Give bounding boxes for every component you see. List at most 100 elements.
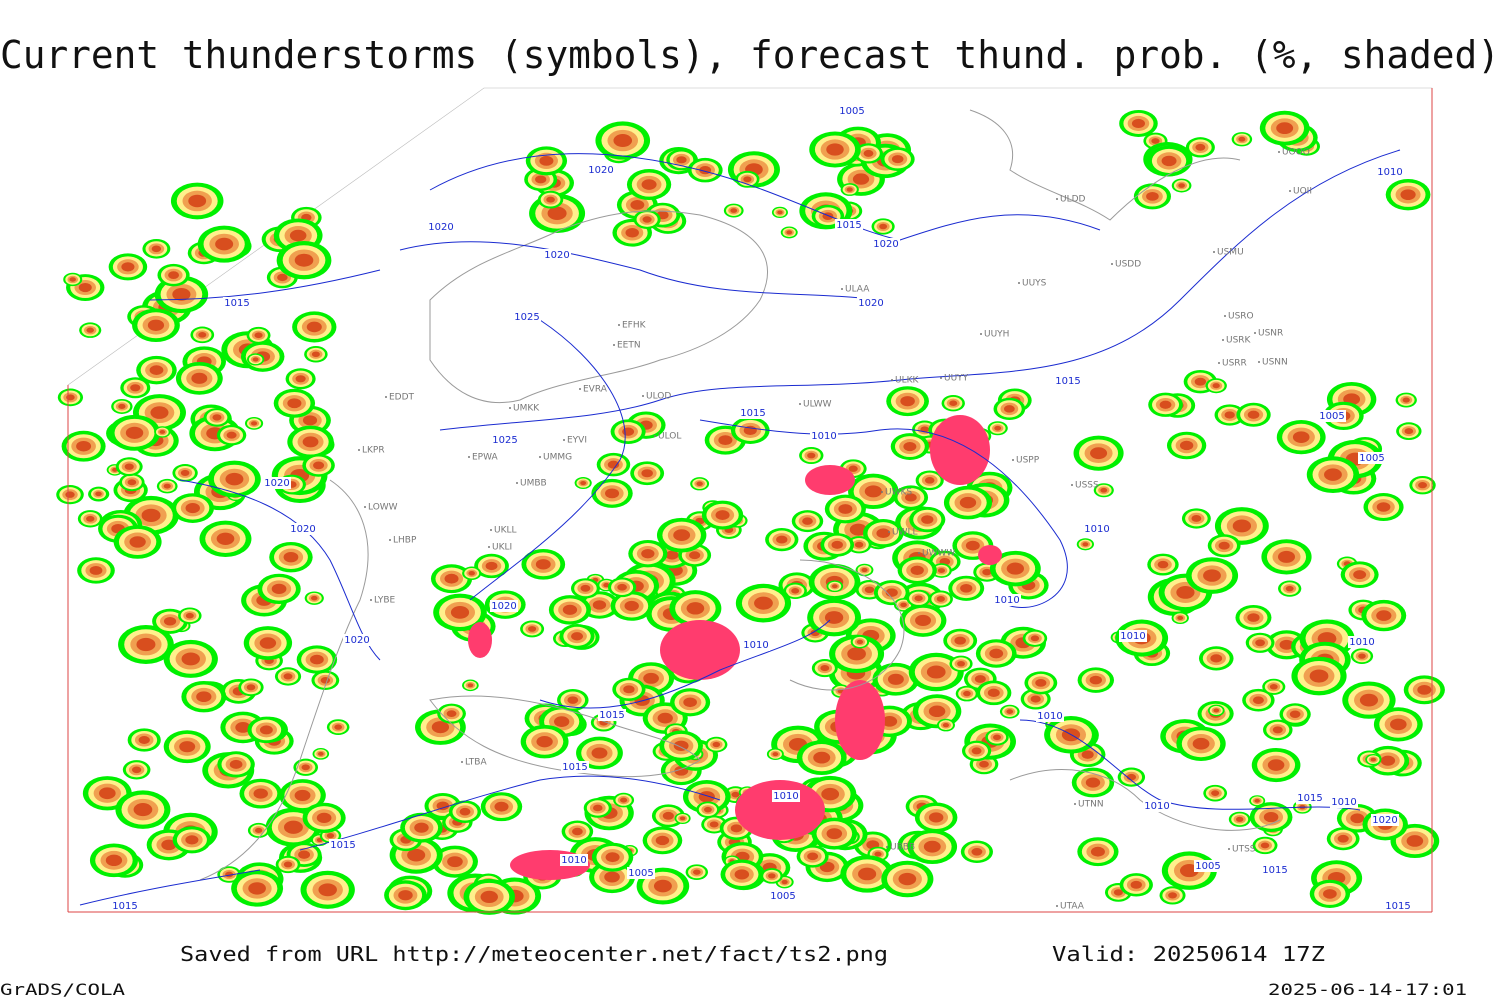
shade-blob	[854, 541, 864, 548]
isobar-label-box	[598, 709, 626, 721]
shade-blob	[1151, 138, 1160, 144]
isobar	[79, 869, 261, 906]
shade-blob	[1146, 191, 1159, 201]
station-dot	[1056, 198, 1058, 200]
isobars	[79, 149, 1401, 906]
shade-blob	[253, 788, 268, 799]
shade-blob	[580, 584, 591, 592]
station-dot	[881, 491, 883, 493]
station-dot	[1071, 484, 1073, 486]
isobar-label: 1020	[264, 478, 289, 489]
shade-blob	[1267, 759, 1285, 771]
shade-blob	[826, 828, 843, 840]
isobar-label: 1010	[811, 431, 836, 442]
shade-blob	[923, 840, 941, 853]
shade-blob	[673, 529, 691, 542]
shade-blob	[86, 515, 95, 522]
station-label: UUYY	[944, 374, 969, 384]
isobar-label: 1010	[561, 855, 586, 866]
shade-blob	[259, 637, 277, 649]
isobar-label-box	[769, 890, 797, 902]
shade-blob	[768, 873, 776, 879]
station-label: ULDD	[1060, 195, 1086, 205]
shade-blob	[653, 879, 672, 893]
station-label: EFHK	[622, 321, 647, 331]
isobar-label: 1010	[1084, 524, 1109, 535]
shade-blob	[225, 472, 244, 486]
station-dot	[1218, 362, 1220, 364]
shade-blob	[316, 812, 332, 824]
shade-blob	[730, 208, 738, 213]
isobar	[299, 775, 721, 851]
isobar-label: 1005	[770, 891, 795, 902]
shade-blob	[252, 357, 259, 362]
station-dot	[1254, 332, 1256, 334]
shade-blob	[1309, 669, 1329, 683]
shade-blob	[605, 852, 620, 863]
shade-blob	[1238, 136, 1246, 142]
shade-blob	[959, 496, 977, 509]
shade-blob	[1006, 709, 1014, 714]
shade-blob	[553, 716, 570, 728]
station-dot	[980, 333, 982, 335]
station-label: UBBB	[890, 843, 915, 853]
station-dot	[370, 599, 372, 601]
shade-blob	[607, 460, 620, 469]
shade-blob	[86, 327, 94, 333]
isobar-label-box	[223, 297, 251, 309]
shade-blob	[712, 741, 721, 748]
isobar-label: 1015	[330, 840, 355, 851]
shade-blob	[138, 736, 150, 744]
shade-blob	[655, 835, 670, 846]
shade-blob	[1277, 550, 1296, 563]
shade-blob	[535, 559, 551, 570]
storm-area	[835, 680, 885, 760]
isobar-label: 1015	[1297, 793, 1322, 804]
shade-blob	[1406, 835, 1424, 847]
shade-blob	[129, 536, 146, 548]
shade-blob	[459, 807, 471, 816]
shade-blob	[856, 639, 864, 645]
shade-blob	[928, 812, 944, 823]
isobar-label: 1005	[1359, 453, 1384, 464]
shade-blob	[1211, 790, 1220, 796]
station-label: UTNN	[1078, 800, 1104, 810]
shade-blob	[613, 134, 633, 148]
isobar-label-box	[427, 221, 455, 233]
shade-blob	[334, 724, 343, 730]
isobar-label: 1005	[1195, 861, 1220, 872]
shade-blob	[849, 523, 868, 536]
isobar-label: 1015	[224, 298, 249, 309]
station-dot	[1222, 339, 1224, 341]
shade-blob	[910, 565, 924, 575]
shade-blob	[689, 551, 701, 560]
shade-blob	[1210, 654, 1223, 663]
isobar-label-box	[872, 238, 900, 250]
shade-blob	[562, 604, 578, 615]
isobar-label: 1020	[1372, 815, 1397, 826]
shade-blob	[89, 565, 103, 575]
shade-blob	[592, 804, 603, 812]
station-dot	[468, 456, 470, 458]
station-label: USNN	[1262, 358, 1288, 368]
shade-blob	[965, 540, 980, 551]
shade-blob	[826, 143, 844, 156]
isobar-label-box	[1384, 900, 1412, 912]
source-url: Saved from URL http://meteocenter.net/fa…	[180, 942, 888, 966]
shade-blob	[185, 612, 194, 619]
station-label: ULKK	[895, 376, 920, 386]
shade-blob	[1353, 570, 1367, 580]
station-label: UUYH	[984, 330, 1009, 340]
shade-blob	[915, 614, 931, 627]
shade-blob	[121, 262, 135, 272]
station-label: UWWW	[922, 549, 955, 559]
shade-blob	[924, 476, 935, 484]
station-label: EPWA	[472, 453, 499, 463]
shade-blob	[1130, 880, 1142, 889]
station-dot	[385, 396, 387, 398]
shade-blob	[813, 751, 831, 764]
shade-blob	[318, 883, 337, 897]
shade-blob	[283, 820, 303, 834]
shade-blob	[127, 479, 137, 486]
shade-blob	[294, 789, 311, 801]
